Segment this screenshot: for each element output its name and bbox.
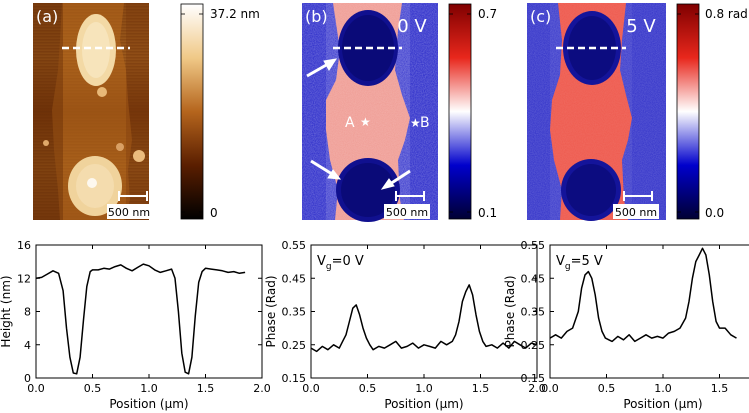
y-tick-label: 0.55 [521,239,546,252]
x-tick-label: 1.0 [654,382,672,395]
x-tick-label: 2.0 [528,382,546,395]
profile-line [35,263,246,375]
panel-b-colorbar-max: 0.7 [478,7,497,21]
panel-a-label: (a) [36,7,58,26]
y-tick-label: 0.15 [282,372,307,385]
point-a-label: A [345,115,355,131]
panel-a-image [33,3,149,220]
gate-voltage-annotation: Vg=5 V [556,254,603,272]
y-tick-label: 8 [24,306,31,319]
x-tick-label: 1.5 [197,382,215,395]
x-tick-label: 1.5 [472,382,490,395]
panel-a-colorbar [180,3,204,220]
x-tick-label: 1.0 [140,382,158,395]
panel-b-arrows [306,58,411,190]
panel-b-voltage: 0 V [397,16,427,37]
y-tick-label: 0.35 [282,306,307,319]
y-tick-label: 0.25 [521,339,546,352]
x-axis-label: Position (μm) [623,397,702,411]
y-tick-label: 0.45 [521,272,546,285]
x-tick-label: 2.0 [253,382,271,395]
point-b-label: B [420,115,430,131]
x-tick-label: 0.5 [598,382,616,395]
profile-line [310,284,538,353]
x-tick-label: 1.0 [415,382,433,395]
x-tick-label: 0.0 [541,382,559,395]
profile-line [549,247,737,343]
panel-a-colorbar-max: 37.2 nm [210,7,260,21]
panel-c-voltage: 5 V [626,16,656,37]
panel-c-colorbar-min: 0.0 [705,206,724,220]
panel-b-label: (b) [305,7,328,26]
svg-text:★: ★ [360,115,371,129]
y-tick-label: 0.35 [521,306,546,319]
x-tick-label: 0.5 [359,382,377,395]
y-tick-label: 0.45 [282,272,307,285]
height-profile-plot: 0.0 0.5 1.0 1.5 2.0 0 4 8 12 16 Position (μm) Heigh… [0,239,271,411]
panel-c-colorbar-ticks [677,13,699,213]
y-axis-label: Phase (Rad) [264,275,278,347]
point-b-marker: ★ B [410,115,430,131]
y-tick-label: 0 [24,372,31,385]
panel-b-scalebar: 500 nm [384,191,430,219]
y-tick-label: 12 [17,272,31,285]
panel-b-colorbar [448,3,472,220]
point-a-marker: A ★ [345,115,371,131]
x-tick-label: 1.5 [711,382,729,395]
gate-voltage-annotation: Vg=0 V [317,254,364,272]
phase-profile-5v-plot: 0.0 0.5 1.0 1.5 2.00.15 0.25 0.35 0.45 0.55 Posit… [503,239,749,411]
y-tick-label: 0.55 [282,239,307,252]
panel-c-colorbar [676,3,700,220]
panel-c-image [527,3,666,221]
panel-b-image [302,3,438,222]
x-axis-label: Position (μm) [109,397,188,411]
panel-a-colorbar-ticks [181,13,203,213]
x-tick-label: 0.0 [27,382,45,395]
x-tick-label: 0.5 [84,382,102,395]
panel-c-label: (c) [530,7,551,26]
panel-c-scalebar: 500 nm [613,191,659,219]
phase-profile-0v-plot: 0.0 0.5 1.0 1.5 2.00.150.250.350.450.55Posit… [264,239,546,411]
y-tick-label: 0.25 [282,339,307,352]
svg-text:★: ★ [410,116,421,130]
x-axis-label: Position (μm) [384,397,463,411]
panel-c-colorbar-max: 0.8 rad [705,7,748,21]
y-tick-label: 0.15 [521,372,546,385]
panel-b-colorbar-min: 0.1 [478,206,497,220]
panel-b-colorbar-ticks [449,13,471,213]
panel-b-scalebar-label: 500 nm [386,206,428,219]
panel-a-scalebar-label: 500 nm [108,206,150,219]
y-tick-label: 4 [24,339,31,352]
y-tick-label: 16 [17,239,31,252]
panel-c-scalebar-label: 500 nm [615,206,657,219]
y-axis-label: Phase (Rad) [503,275,517,347]
y-axis-label: Height (nm) [0,275,13,347]
panel-a-colorbar-min: 0 [210,206,218,220]
panel-a-scalebar: 500 nm [107,191,151,219]
x-tick-label: 0.0 [302,382,320,395]
